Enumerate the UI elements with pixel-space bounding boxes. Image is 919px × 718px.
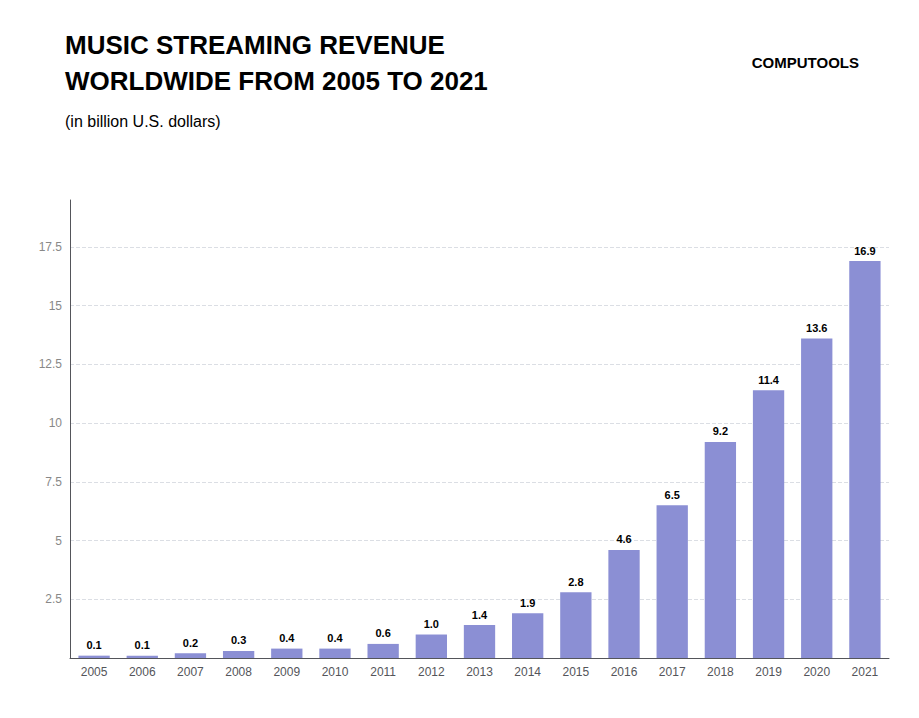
svg-text:2011: 2011	[370, 665, 396, 679]
svg-text:MUSIC STREAMING REVENUE: MUSIC STREAMING REVENUE	[65, 30, 445, 60]
svg-text:2015: 2015	[563, 665, 590, 679]
svg-text:2.5: 2.5	[45, 592, 62, 606]
svg-text:6.5: 6.5	[665, 489, 680, 501]
svg-text:2010: 2010	[322, 665, 349, 679]
svg-text:13.6: 13.6	[806, 322, 827, 334]
svg-text:0.2: 0.2	[183, 637, 198, 649]
svg-text:2019: 2019	[755, 665, 782, 679]
svg-text:4.6: 4.6	[616, 533, 631, 545]
svg-text:17.5: 17.5	[39, 240, 63, 254]
svg-text:16.9: 16.9	[854, 245, 875, 257]
svg-text:2008: 2008	[225, 665, 252, 679]
svg-text:15: 15	[49, 299, 63, 313]
svg-text:0.6: 0.6	[375, 627, 390, 639]
svg-text:7.5: 7.5	[45, 475, 62, 489]
svg-text:9.2: 9.2	[713, 425, 728, 437]
svg-text:2009: 2009	[273, 665, 300, 679]
svg-text:0.3: 0.3	[231, 634, 246, 646]
svg-text:(in billion U.S. dollars): (in billion U.S. dollars)	[65, 113, 221, 130]
svg-text:12.5: 12.5	[39, 357, 63, 371]
svg-text:0.4: 0.4	[327, 632, 343, 644]
svg-text:2013: 2013	[466, 665, 493, 679]
svg-text:0.1: 0.1	[135, 639, 150, 651]
svg-text:2005: 2005	[81, 665, 108, 679]
svg-text:10: 10	[49, 416, 63, 430]
svg-text:2.8: 2.8	[568, 576, 583, 588]
svg-text:0.4: 0.4	[279, 632, 295, 644]
svg-text:5: 5	[55, 534, 62, 548]
svg-text:2021: 2021	[852, 665, 879, 679]
svg-text:11.4: 11.4	[758, 374, 780, 386]
svg-text:1.4: 1.4	[472, 609, 488, 621]
svg-text:1.9: 1.9	[520, 597, 535, 609]
svg-text:2016: 2016	[611, 665, 638, 679]
svg-text:COMPUTOOLS: COMPUTOOLS	[752, 54, 859, 71]
svg-text:2014: 2014	[514, 665, 541, 679]
svg-text:2017: 2017	[659, 665, 686, 679]
svg-text:1.0: 1.0	[424, 618, 439, 630]
svg-text:WORLDWIDE FROM 2005 TO 2021: WORLDWIDE FROM 2005 TO 2021	[65, 66, 488, 96]
svg-text:2020: 2020	[803, 665, 830, 679]
svg-text:2006: 2006	[129, 665, 156, 679]
svg-text:2012: 2012	[418, 665, 445, 679]
svg-text:2007: 2007	[177, 665, 204, 679]
svg-text:0.1: 0.1	[86, 639, 101, 651]
svg-text:2018: 2018	[707, 665, 734, 679]
